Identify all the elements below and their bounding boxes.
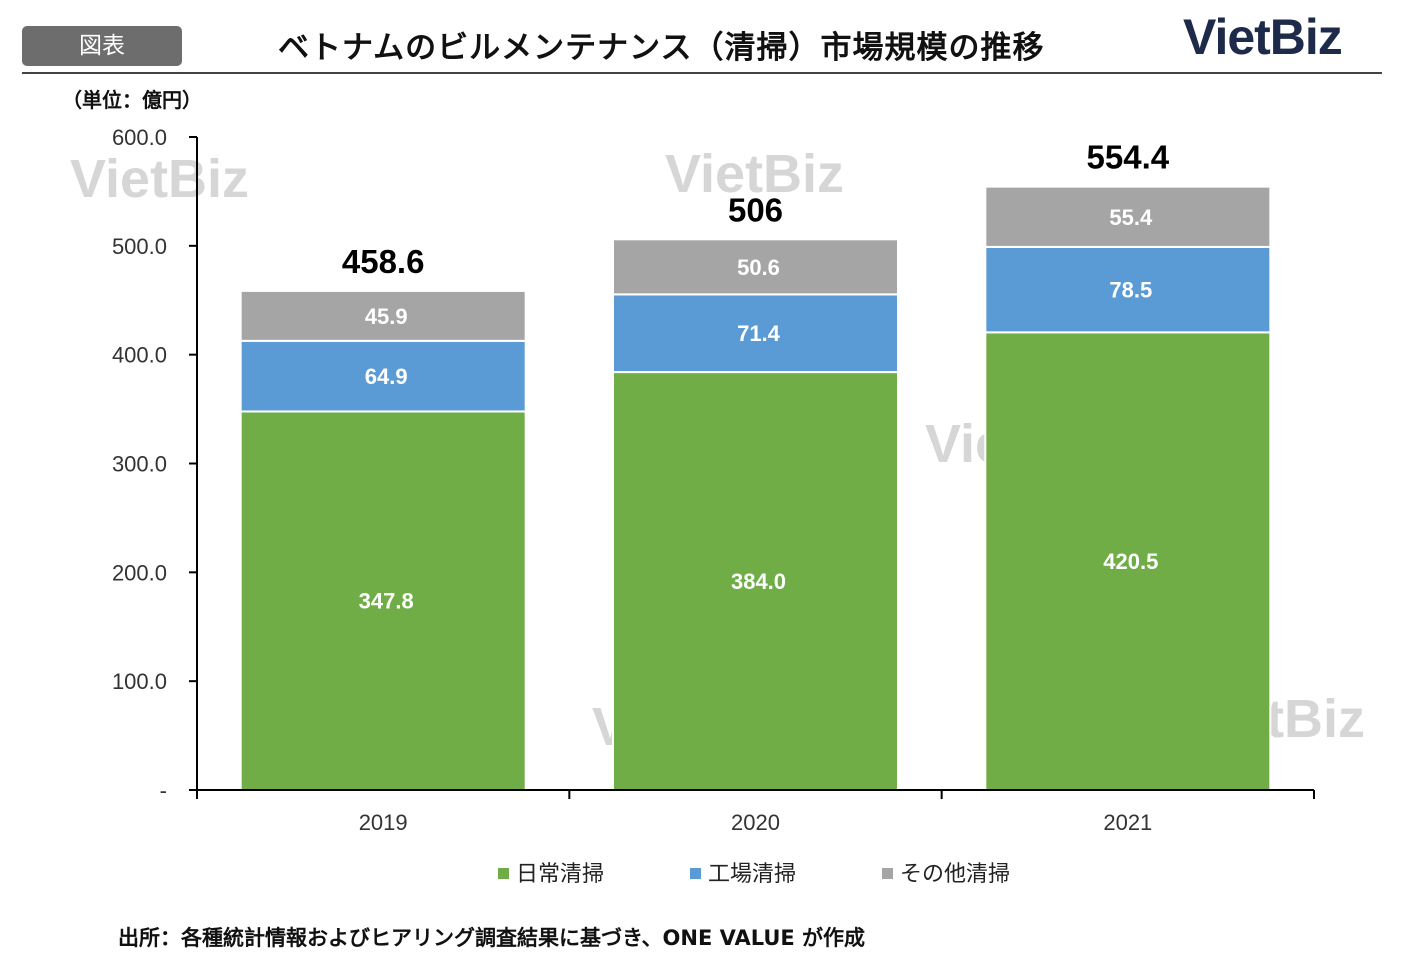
brand-logo: VietBiz — [1183, 9, 1343, 65]
figure-tag: 図表 — [22, 26, 182, 66]
data-label-1-2020: 71.4 — [737, 321, 781, 346]
data-label-2-2019: 45.9 — [365, 304, 408, 329]
total-label-2020: 506 — [728, 191, 783, 228]
legend-swatch-other — [882, 867, 893, 879]
chart-title: ベトナムのビルメンテナンス（清掃）市場規模の推移 — [278, 30, 1045, 66]
legend-label-daily: 日常清掃 — [516, 862, 605, 887]
bar-segment-2-2020 — [612, 238, 899, 296]
data-label-0-2020: 384.0 — [731, 569, 786, 594]
data-label-0-2021: 420.5 — [1103, 549, 1158, 574]
source-note: 出所：各種統計情報およびヒアリング調査結果に基づき、ONE VALUE が作成 — [118, 926, 866, 950]
legend-item-daily: 日常清掃 — [498, 859, 604, 891]
data-label-0-2019: 347.8 — [359, 589, 414, 614]
x-tick-label-2021: 2021 — [1103, 810, 1152, 835]
legend-swatch-daily — [498, 867, 509, 879]
data-label-1-2021: 78.5 — [1109, 278, 1152, 303]
legend-item-other: その他清掃 — [882, 859, 1010, 891]
watermark-0: VietBiz — [70, 149, 249, 209]
bar-segment-0-2020 — [612, 371, 899, 791]
legend-swatch-factory — [690, 867, 701, 879]
legend-label-other: その他清掃 — [900, 862, 1011, 887]
y-tick-label-1: 100.0 — [112, 669, 167, 694]
bar-segment-0-2019 — [239, 410, 527, 791]
data-label-1-2019: 64.9 — [365, 364, 408, 389]
y-tick-label-4: 400.0 — [112, 343, 167, 368]
header-divider — [22, 72, 1382, 74]
y-tick-label-2: 200.0 — [112, 560, 167, 585]
y-tick-label-6: 600.0 — [112, 125, 167, 150]
legend-label-factory: 工場清掃 — [708, 862, 797, 887]
bar-segment-2-2019 — [239, 289, 527, 342]
y-tick-label-0: - — [160, 778, 167, 803]
watermark-1: VietBiz — [665, 144, 844, 204]
unit-label: （単位：億円） — [62, 88, 202, 112]
bar-segment-1-2021 — [984, 245, 1272, 334]
legend: 日常清掃 工場清掃 その他清掃 — [0, 859, 1420, 891]
total-label-2019: 458.6 — [342, 243, 425, 280]
bar-segment-1-2019 — [239, 339, 527, 413]
data-label-2-2021: 55.4 — [1109, 205, 1153, 230]
y-tick-label-3: 300.0 — [112, 452, 167, 477]
data-label-2-2020: 50.6 — [737, 255, 780, 280]
x-tick-label-2020: 2020 — [731, 810, 780, 835]
x-tick-label-2019: 2019 — [359, 810, 408, 835]
y-tick-label-5: 500.0 — [112, 234, 167, 259]
bar-segment-2-2021 — [984, 185, 1272, 248]
legend-item-factory: 工場清掃 — [690, 859, 796, 891]
total-label-2021: 554.4 — [1087, 139, 1170, 176]
bar-segment-1-2020 — [612, 293, 899, 374]
